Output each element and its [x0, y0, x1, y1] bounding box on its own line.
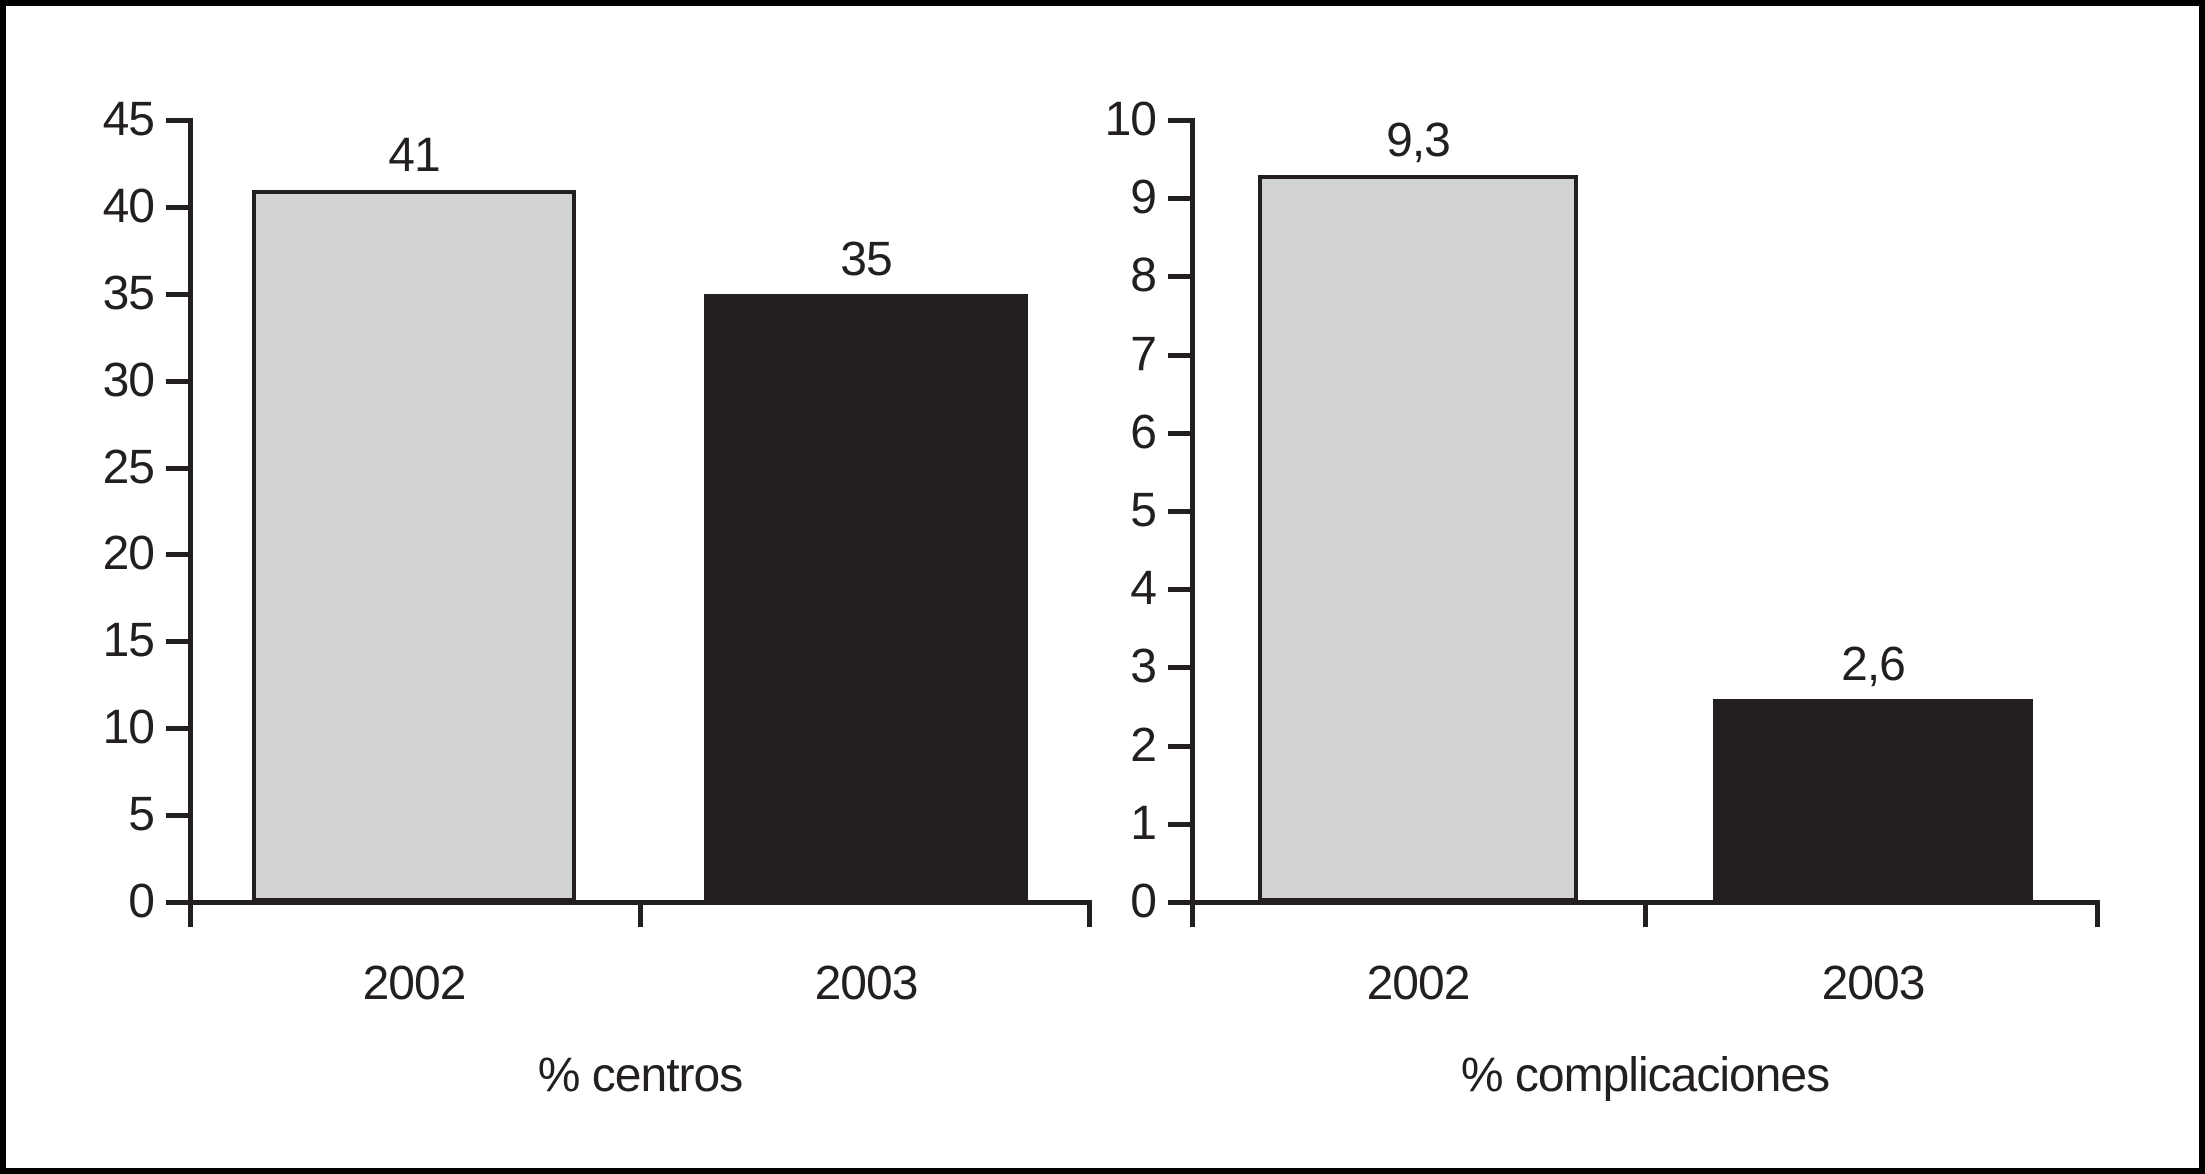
x-axis-line [188, 900, 1092, 905]
bar-2003 [1713, 699, 2033, 902]
bar-value-label: 35 [840, 233, 892, 286]
x-tick-end [1087, 905, 1092, 927]
y-tick-label: 8 [1130, 249, 1157, 302]
bar-value-label: 41 [388, 129, 440, 182]
y-tick-label: 1 [1130, 797, 1157, 850]
y-tick [1168, 744, 1192, 749]
y-tick-label: 0 [128, 875, 155, 928]
y-tick-label: 3 [1130, 640, 1157, 693]
y-tick-label: 30 [102, 354, 155, 407]
x-tick-mid [638, 905, 643, 927]
y-tick [166, 639, 190, 644]
y-tick [1168, 118, 1192, 123]
y-tick-label: 10 [102, 701, 155, 754]
y-tick [166, 552, 190, 557]
y-tick [1168, 587, 1192, 592]
y-tick-label: 15 [102, 614, 155, 667]
y-tick-label: 35 [102, 267, 155, 320]
y-tick-label: 5 [1130, 484, 1157, 537]
y-tick-label: 4 [1130, 562, 1157, 615]
x-tick-end [2095, 905, 2100, 927]
bar-2002 [252, 190, 576, 902]
x-tick-mid [1643, 905, 1648, 927]
y-tick [166, 292, 190, 297]
y-tick [166, 205, 190, 210]
bar-value-label: 9,3 [1386, 114, 1451, 167]
y-tick [1168, 900, 1192, 905]
y-tick-label: 45 [102, 93, 155, 146]
y-tick-label: 0 [1130, 875, 1157, 928]
y-tick-label: 7 [1130, 328, 1157, 381]
category-label: 2002 [362, 957, 467, 1010]
y-tick-label: 40 [102, 180, 155, 233]
y-tick [166, 118, 190, 123]
y-tick [166, 900, 190, 905]
bar-value-label: 2,6 [1841, 638, 1906, 691]
y-tick [166, 379, 190, 384]
y-tick [1168, 822, 1192, 827]
y-tick-label: 25 [102, 441, 155, 494]
y-tick [1168, 509, 1192, 514]
category-label: 2002 [1366, 957, 1471, 1010]
y-tick [1168, 196, 1192, 201]
y-tick [1168, 431, 1192, 436]
y-tick-label: 2 [1130, 719, 1157, 772]
y-tick [166, 466, 190, 471]
y-tick-label: 9 [1130, 171, 1157, 224]
x-axis-title-centros: % centros [537, 1049, 743, 1102]
y-tick-label: 6 [1130, 406, 1157, 459]
y-axis-line [1190, 118, 1195, 927]
y-tick-label: 20 [102, 527, 155, 580]
x-axis-line [1190, 900, 2100, 905]
y-tick [1168, 274, 1192, 279]
category-label: 2003 [814, 957, 919, 1010]
category-label: 2003 [1821, 957, 1926, 1010]
y-tick [1168, 353, 1192, 358]
bar-2002 [1258, 175, 1578, 902]
y-tick [1168, 665, 1192, 670]
bar-2003 [704, 294, 1028, 902]
y-axis-line [188, 118, 193, 927]
x-axis-title-complicaciones: % complicaciones [1460, 1049, 1830, 1102]
y-tick-label: 5 [128, 788, 155, 841]
y-tick [166, 726, 190, 731]
y-tick [166, 813, 190, 818]
y-tick-label: 10 [1104, 93, 1157, 146]
